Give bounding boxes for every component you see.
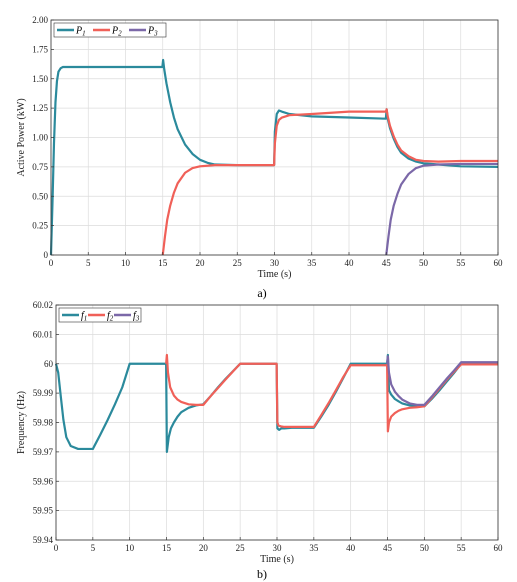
chart-b-x-tick-label-5: 25 bbox=[236, 543, 246, 553]
chart-a-legend-label-p3: P3 bbox=[147, 26, 158, 38]
chart-b-series-line-f3 bbox=[386, 355, 498, 406]
chart-b-y-tick-label-1: 59.95 bbox=[33, 506, 54, 516]
chart-a-x-tick-label-5: 25 bbox=[233, 258, 243, 268]
chart-a-y-tick-label-8: 2.00 bbox=[32, 15, 48, 25]
chart-a-legend-label-p2: P2 bbox=[111, 26, 122, 38]
chart-b-x-tick-label-1: 5 bbox=[91, 543, 96, 553]
chart-b-legend-label-f1: f1 bbox=[81, 311, 87, 323]
panel-label-b: b) bbox=[257, 567, 267, 581]
chart-b-x-tick-label-6: 30 bbox=[273, 543, 283, 553]
chart-b-x-tick-label-8: 40 bbox=[346, 543, 356, 553]
chart-b-legend: f1 f2 f3 bbox=[58, 307, 142, 323]
panel-label-a: a) bbox=[257, 286, 266, 300]
chart-a-x-tick-label-10: 50 bbox=[419, 258, 429, 268]
chart-a-x-tick-label-8: 40 bbox=[345, 258, 355, 268]
chart-a-x-tick-label-1: 5 bbox=[86, 258, 91, 268]
chart-b-y-tick-label-5: 59.99 bbox=[33, 388, 54, 398]
chart-b-y-tick-label-3: 59.97 bbox=[33, 447, 54, 457]
chart-b-x-tick-label-3: 15 bbox=[162, 543, 172, 553]
chart-a-x-tick-label-2: 10 bbox=[121, 258, 131, 268]
chart-b-x-tick-label-9: 45 bbox=[383, 543, 393, 553]
chart-a-y-tick-label-1: 0.25 bbox=[32, 221, 48, 231]
chart-b-x-tick-label-11: 55 bbox=[457, 543, 467, 553]
chart-b-y-tick-label-7: 60.01 bbox=[33, 329, 53, 339]
chart-a-series-line-p3 bbox=[385, 162, 498, 256]
chart-a-y-tick-label-4: 1.00 bbox=[32, 133, 48, 143]
chart-b-y-tick-label-8: 60.02 bbox=[33, 300, 53, 310]
chart-b-x-tick-label-12: 60 bbox=[494, 543, 504, 553]
chart-a-series-line-p2 bbox=[161, 108, 498, 256]
chart-b-x-tick-label-0: 0 bbox=[54, 543, 59, 553]
chart-a-x-tick-label-4: 20 bbox=[196, 258, 206, 268]
chart-a-y-tick-label-3: 0.75 bbox=[32, 162, 48, 172]
chart-b-x-tick-label-2: 10 bbox=[125, 543, 135, 553]
chart-a-x-tick-label-0: 0 bbox=[49, 258, 54, 268]
chart-b-x-axis-label: Time (s) bbox=[260, 554, 294, 565]
chart-b-legend-label-f2: f2 bbox=[107, 311, 114, 323]
chart-a-x-tick-label-3: 15 bbox=[158, 258, 168, 268]
chart-frequency: 0 5 10 15 20 25 30 35 40 45 50 55 60 59.94 59.95 59.96 5… bbox=[16, 300, 503, 565]
chart-b-x-tick-label-10: 50 bbox=[420, 543, 430, 553]
chart-a-x-tick-label-12: 60 bbox=[494, 258, 504, 268]
chart-a-x-tick-label-11: 55 bbox=[456, 258, 466, 268]
chart-a-y-tick-label-6: 1.50 bbox=[32, 74, 48, 84]
chart-b-series-line-f2 bbox=[165, 353, 498, 433]
chart-a-x-tick-label-6: 30 bbox=[270, 258, 280, 268]
chart-a-legend: P1 P2 P3 bbox=[53, 22, 167, 38]
chart-a-y-tick-label-7: 1.75 bbox=[32, 44, 48, 54]
chart-a-x-tick-label-9: 45 bbox=[382, 258, 392, 268]
chart-a-y-tick-label-2: 0.50 bbox=[32, 191, 48, 201]
chart-b-y-tick-label-0: 59.94 bbox=[33, 535, 54, 545]
chart-a-y-tick-label-5: 1.25 bbox=[32, 103, 48, 113]
chart-b-y-axis-label: Frequency (Hz) bbox=[16, 391, 27, 454]
chart-b-x-tick-label-7: 35 bbox=[309, 543, 319, 553]
chart-b-y-tick-label-6: 60 bbox=[44, 359, 54, 369]
chart-a-legend-label-p1: P1 bbox=[75, 26, 86, 38]
chart-a-x-axis-label: Time (s) bbox=[258, 269, 292, 280]
chart-b-x-tick-label-4: 20 bbox=[199, 543, 209, 553]
chart-a-x-tick-label-7: 35 bbox=[307, 258, 317, 268]
chart-b-y-tick-label-4: 59.98 bbox=[33, 418, 54, 428]
chart-active-power: 0 5 10 15 20 25 30 35 40 45 50 55 60 0 0.25 0.50 0.75 1.0… bbox=[16, 15, 503, 280]
chart-b-y-tick-label-2: 59.96 bbox=[33, 476, 54, 486]
chart-b-legend-label-f3: f3 bbox=[133, 311, 140, 323]
chart-a-y-axis-label: Active Power (kW) bbox=[16, 98, 27, 176]
chart-a-y-tick-label-0: 0 bbox=[44, 250, 49, 260]
